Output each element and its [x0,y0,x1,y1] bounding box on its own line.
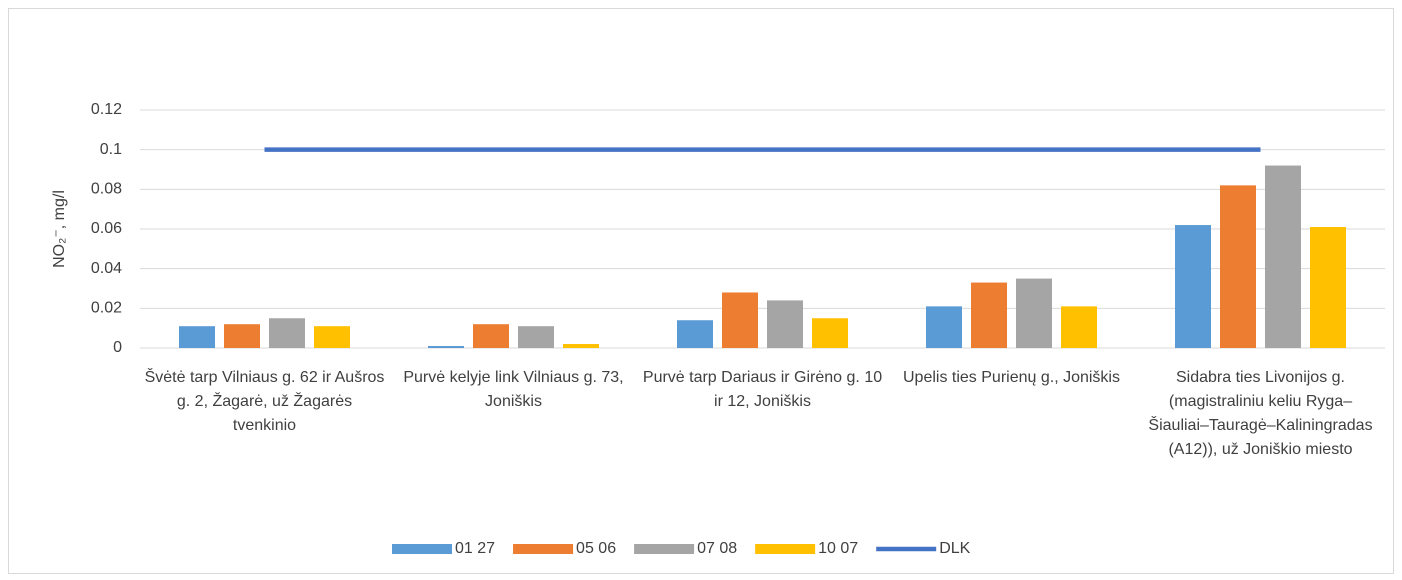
y-tick-label: 0.08 [91,181,122,198]
bar [269,318,305,348]
x-tick-label: Švėtė tarp Vilniaus g. 62 ir Aušros g. 2… [144,369,385,434]
bar [518,326,554,348]
bar [473,324,509,348]
x-tick-label: Sidabra ties Livonijos g. (magistraliniu… [1148,369,1373,458]
bar [767,300,803,348]
bar [971,282,1007,348]
bar [722,292,758,348]
bar [563,344,599,348]
bar [677,320,713,348]
legend-label: 07 08 [697,540,737,557]
bar [1175,225,1211,348]
bar [179,326,215,348]
x-tick-label: Purvė kelyje link Vilniaus g. 73, Jonišk… [403,369,624,410]
y-tick-label: 0.06 [91,220,122,237]
legend-swatch [755,544,816,554]
y-tick-label: 0.12 [91,101,122,118]
bar [1265,165,1301,348]
y-tick-label: 0.04 [91,260,122,277]
x-tick-label: Upelis ties Purienų g., Joniškis [903,369,1120,386]
legend-label: 10 07 [818,540,858,557]
bar [1016,278,1052,348]
bar [1310,227,1346,348]
legend-label: DLK [939,540,970,557]
bar [1061,306,1097,348]
legend-swatch [392,544,452,554]
legend-swatch [513,544,574,554]
legend-label: 01 27 [455,540,495,557]
bar [224,324,260,348]
bar [812,318,848,348]
y-tick-label: 0.1 [100,141,122,158]
chart-border [8,8,1394,574]
legend-label: 05 06 [576,540,616,557]
x-tick-label: Purvė tarp Dariaus ir Girėno g. 10 ir 12… [642,369,883,410]
legend-swatch [634,544,695,554]
y-axis-label: NO₂⁻, mg/l [51,190,68,268]
bar [428,346,464,348]
bar [314,326,350,348]
y-tick-label: 0 [113,339,122,356]
bar [1220,185,1256,348]
y-tick-label: 0.02 [91,300,122,317]
bar [926,306,962,348]
